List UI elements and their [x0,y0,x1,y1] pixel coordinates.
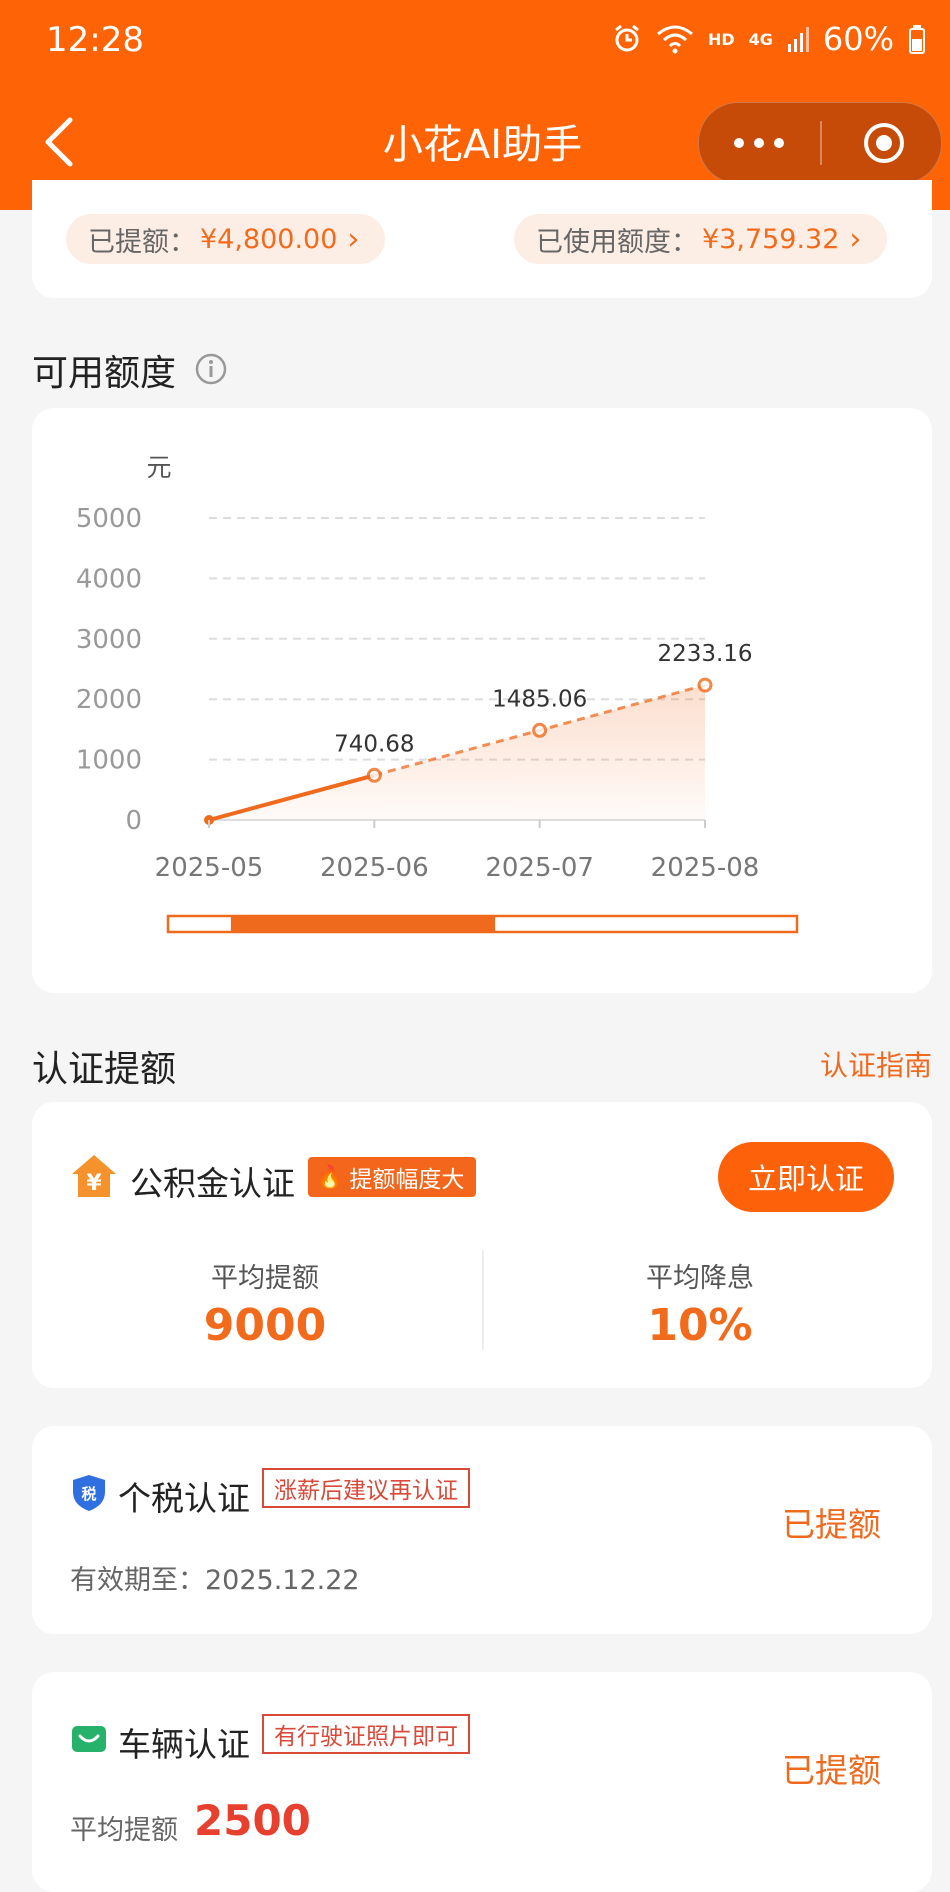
house-icon-glyph: ¥ [86,1171,102,1196]
wifi-icon [656,25,693,54]
data-point[interactable] [532,722,548,738]
withdrawn-value: ¥4,800.00 [200,223,338,255]
y-tick-label: 0 [125,806,142,836]
hot-badge: 🔥 提额幅度大 [308,1157,477,1197]
withdrawn-limit-pill[interactable]: 已提额： ¥4,800.00 › [66,214,386,264]
used-label: 已使用额度： [536,226,698,258]
tax-validity: 有效期至：2025.12.22 [70,1565,360,1596]
more-menu-icon[interactable] [699,103,819,183]
withdrawn-label: 已提额： [88,226,196,258]
data-point[interactable] [697,677,713,693]
tax-icon-glyph: 税 [81,1485,96,1503]
verify-now-button[interactable]: 立即认证 [718,1142,894,1212]
alarm-icon [615,24,639,52]
status-icons: HD 4G 60% [612,20,926,58]
series-area [209,685,705,820]
tax-certification-card[interactable] [32,1426,932,1634]
available-limit-line-chart[interactable]: 元 0 1000 2000 3000 4000 5000 740.68 1485.06 223… [32,408,932,993]
series-line-actual [208,773,375,822]
avg-increase-label: 平均提额 [211,1263,319,1294]
avg-rate-cut-label: 平均降息 [646,1263,754,1294]
data-label: 1485.06 [492,686,587,712]
y-tick-label: 4000 [76,564,142,594]
hot-badge-label: 提额幅度大 [349,1167,465,1193]
available-limit-title: 可用额度 [32,353,177,394]
tax-shield-icon: 税 [73,1475,105,1511]
x-tick-label: 2025-05 [155,853,264,883]
car-icon [72,1726,106,1752]
vehicle-tag: 有行驶证照片即可 [262,1714,470,1754]
stat-divider [482,1250,484,1350]
avg-increase-value: 9000 [203,1300,327,1351]
network-label: HD [707,29,735,49]
x-tick-label: 2025-08 [651,853,760,883]
data-point[interactable] [366,767,382,783]
vehicle-certification-card[interactable] [32,1672,932,1892]
used-limit-pill[interactable]: 已使用额度： ¥3,759.32 › [514,214,888,264]
signal-icon [787,27,809,52]
avg-rate-cut-value: 10% [647,1300,753,1351]
used-value: ¥3,759.32 [702,223,840,255]
data-label: 740.68 [334,731,414,757]
y-tick-label: 3000 [76,625,142,655]
certification-title: 认证提额 [32,1049,177,1090]
x-tick-label: 2025-06 [320,853,429,883]
zoom-slider-handle[interactable] [230,916,496,932]
y-tick-label: 1000 [76,746,142,776]
data-label: 2233.16 [657,641,752,667]
certification-guide-link[interactable]: 认证指南 [819,1049,932,1082]
back-arrow-icon[interactable] [36,110,86,174]
y-tick-label: 5000 [76,504,142,534]
chevron-right-icon: › [347,221,360,257]
x-tick-label: 2025-07 [485,853,594,883]
signal-label: 4G [748,29,773,49]
close-miniapp-icon[interactable] [862,121,906,165]
available-limit-chart-card: 元 0 1000 2000 3000 4000 5000 740.68 1485.06 223… [32,408,932,993]
vehicle-avg-label: 平均提额 [70,1815,178,1846]
vehicle-status: 已提额 [782,1751,881,1790]
capsule-divider [820,121,822,165]
vehicle-avg-value: 2500 [194,1796,311,1845]
status-time: 12:28 [46,20,144,60]
vehicle-title: 车辆认证 [118,1725,250,1764]
battery-percent: 60% [822,20,894,58]
y-tick-label: 2000 [76,685,142,715]
flame-icon: 🔥 [316,1164,344,1190]
house-icon: ¥ [72,1155,116,1197]
info-icon[interactable] [194,352,228,386]
chevron-right-icon: › [849,221,862,257]
page-title: 小花AI助手 [382,122,583,168]
tax-tag: 涨薪后建议再认证 [262,1468,470,1508]
tax-title: 个税认证 [118,1479,250,1518]
battery-icon [909,25,925,54]
miniapp-capsule [698,102,942,184]
y-axis-unit-label: 元 [146,453,171,482]
housing-fund-title: 公积金认证 [130,1164,295,1203]
tax-status: 已提额 [782,1505,881,1544]
